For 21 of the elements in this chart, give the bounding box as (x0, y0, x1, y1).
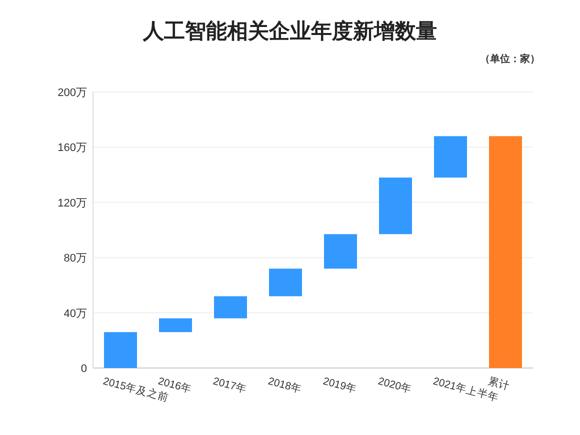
y-tick-label: 160万 (58, 142, 87, 154)
y-tick-label: 120万 (58, 197, 87, 210)
bar (379, 178, 412, 234)
bar (434, 136, 467, 178)
y-tick-label: 80万 (64, 252, 87, 265)
bar (159, 318, 192, 332)
y-tick-label: 40万 (64, 308, 87, 320)
bar (324, 234, 357, 269)
bar (214, 296, 247, 318)
x-tick-label: 累计 (486, 374, 512, 393)
text: （单位：家） (480, 53, 540, 65)
y-tick-label: 0 (80, 363, 87, 375)
bar (489, 136, 522, 368)
x-tick-label: 2018年 (266, 375, 304, 396)
x-tick-label: 2020年 (376, 375, 414, 396)
chart-title: 人工智能相关企业年度新增数量 (142, 19, 437, 43)
x-tick-label: 2019年 (322, 375, 358, 396)
y-tick-label: 200万 (58, 87, 87, 99)
x-tick-label: 2017年 (212, 375, 248, 396)
bar (269, 268, 302, 296)
bar (104, 332, 137, 368)
